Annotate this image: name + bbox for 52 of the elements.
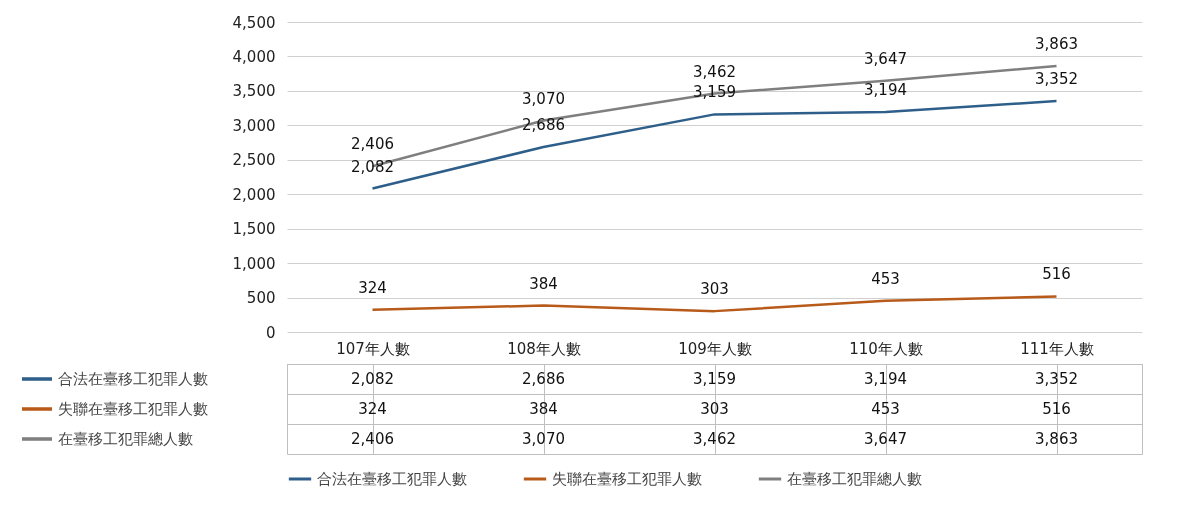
data-label: 3,194 [864, 370, 907, 388]
data-label: 3,352 [1035, 370, 1078, 388]
text: 324 [358, 278, 387, 297]
text: 2,406 [351, 135, 394, 154]
x-tick-label: 111年人數 [1020, 339, 1094, 358]
data-label: 384 [529, 400, 558, 418]
text: 3,194 [864, 80, 907, 99]
x-tick-label: 108年人數 [507, 339, 581, 358]
y-tick-label: 500 [246, 289, 276, 308]
data-label: 2,082 [351, 370, 394, 388]
text: 合法在臺移工犯罪人數 [317, 470, 467, 488]
y-tick-label: 1,000 [232, 254, 276, 273]
data-label: 3,070 [522, 430, 565, 448]
data-label: 2,686 [522, 370, 565, 388]
y-tick-label: 2,500 [232, 151, 276, 170]
text: 3,462 [693, 62, 736, 81]
text: 453 [871, 269, 900, 288]
y-tick-label: 4,000 [232, 47, 276, 66]
text: 516 [1042, 265, 1071, 284]
data-label: 516 [1042, 400, 1071, 418]
data-label: 453 [871, 400, 900, 418]
x-tick-label: 109年人數 [678, 339, 752, 358]
text: 2,082 [351, 157, 394, 176]
text: 2,686 [522, 115, 565, 134]
data-label: 2,406 [351, 430, 394, 448]
y-tick-label: 0 [265, 323, 276, 342]
text: 384 [529, 274, 558, 293]
text: 3,647 [864, 49, 907, 68]
data-label: 3,159 [693, 370, 736, 388]
text: 在臺移工犯罪總人數 [57, 430, 193, 448]
legend-label: 失聯在臺移工犯罪人數 [552, 470, 702, 488]
text: 303 [700, 280, 729, 299]
y-tick-label: 3,500 [232, 82, 276, 101]
legend-label: 合法在臺移工犯罪人數 [57, 370, 208, 388]
x-tick-label: 110年人數 [849, 339, 923, 358]
data-label: 3,647 [864, 430, 907, 448]
data-label: 303 [700, 400, 729, 418]
line-series [371, 295, 1058, 313]
data-label: 3,863 [1035, 430, 1078, 448]
legend-label: 在臺移工犯罪總人數 [787, 470, 922, 488]
y-tick-label: 4,500 [232, 13, 276, 32]
data-label: 3,462 [693, 430, 736, 448]
text: 3,070 [522, 89, 565, 108]
text: 3,352 [1035, 70, 1078, 89]
text: 3,159 [693, 83, 736, 102]
text: 3,863 [1035, 34, 1078, 53]
y-tick-label: 3,000 [232, 116, 276, 135]
data-label: 324 [358, 400, 387, 418]
x-tick-label: 107年人數 [336, 339, 410, 358]
text: 失聯在臺移工犯罪人數 [57, 400, 208, 418]
y-tick-label: 1,500 [232, 220, 276, 239]
y-tick-label: 2,000 [232, 185, 276, 204]
